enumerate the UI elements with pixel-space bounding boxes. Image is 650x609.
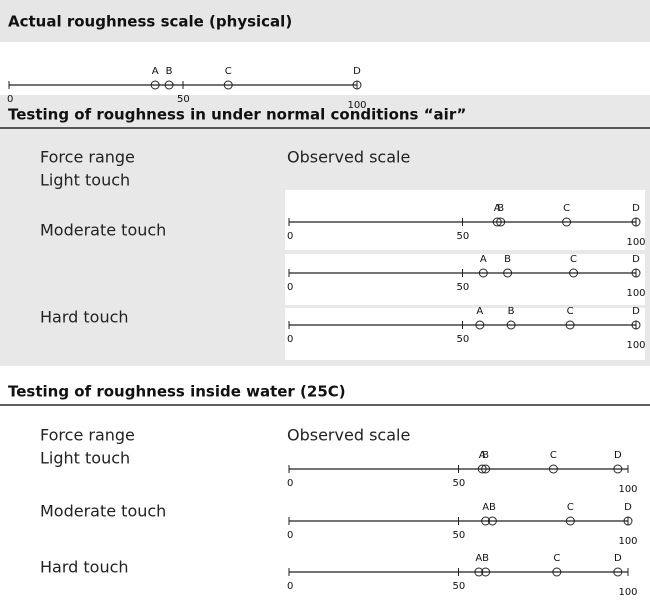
point-marker xyxy=(150,80,160,90)
point-marker xyxy=(565,516,575,526)
point-label: A xyxy=(480,254,487,265)
point-marker xyxy=(481,464,491,474)
tick-label: 0 xyxy=(287,231,293,242)
point-label: A xyxy=(476,306,483,317)
point-marker xyxy=(631,320,641,330)
scale-box xyxy=(285,254,645,305)
tick-label: 0 xyxy=(287,581,293,592)
point-marker xyxy=(487,516,497,526)
point-label: B xyxy=(497,203,504,214)
point-label: C xyxy=(225,66,232,77)
tick-label: 50 xyxy=(453,530,466,541)
point-label: C xyxy=(563,203,570,214)
tick-label: 50 xyxy=(457,231,470,242)
tick-label: 50 xyxy=(453,478,466,489)
tick-label: 0 xyxy=(287,334,293,345)
point-marker xyxy=(352,80,362,90)
column-header: Force range xyxy=(40,426,135,445)
scale-box xyxy=(285,308,645,360)
tick-label: 100 xyxy=(626,288,645,299)
point-marker xyxy=(562,217,572,227)
point-marker xyxy=(506,320,516,330)
point-marker xyxy=(631,217,641,227)
tick-label: 50 xyxy=(453,581,466,592)
point-marker xyxy=(631,268,641,278)
tick-label: 0 xyxy=(287,478,293,489)
tick-label: 100 xyxy=(618,536,637,547)
point-marker xyxy=(613,567,623,577)
point-label: D xyxy=(624,502,632,513)
point-label: D xyxy=(632,203,640,214)
point-marker xyxy=(613,464,623,474)
point-label: A xyxy=(475,553,482,564)
point-label: B xyxy=(482,450,489,461)
point-label: A xyxy=(482,502,489,513)
point-marker xyxy=(223,80,233,90)
point-marker xyxy=(477,464,487,474)
point-marker xyxy=(474,567,484,577)
point-marker xyxy=(548,464,558,474)
column-header: Observed scale xyxy=(287,426,410,445)
row-label: Light touch xyxy=(40,449,130,468)
tick-label: 50 xyxy=(457,334,470,345)
point-label: A xyxy=(494,203,501,214)
header-bar xyxy=(0,0,650,42)
point-label: B xyxy=(166,66,173,77)
tick-label: 100 xyxy=(347,100,366,111)
point-label: B xyxy=(504,254,511,265)
column-header: Observed scale xyxy=(287,148,410,167)
tick-label: 100 xyxy=(618,587,637,598)
point-marker xyxy=(475,320,485,330)
point-label: B xyxy=(508,306,515,317)
point-marker xyxy=(481,516,491,526)
tick-label: 0 xyxy=(287,282,293,293)
column-header: Force range xyxy=(40,148,135,167)
section-title: Testing of roughness in under normal con… xyxy=(8,106,466,124)
point-label: D xyxy=(614,450,622,461)
point-marker xyxy=(481,567,491,577)
point-label: C xyxy=(567,502,574,513)
tick-label: 100 xyxy=(626,237,645,248)
section-title: Actual roughness scale (physical) xyxy=(8,13,292,31)
point-label: D xyxy=(614,553,622,564)
tick-label: 50 xyxy=(177,94,190,105)
point-marker xyxy=(496,217,506,227)
point-marker xyxy=(478,268,488,278)
point-marker xyxy=(503,268,513,278)
row-label: Moderate touch xyxy=(40,502,166,521)
point-label: B xyxy=(489,502,496,513)
scale-box xyxy=(285,190,645,250)
tick-label: 0 xyxy=(7,94,13,105)
point-label: D xyxy=(632,306,640,317)
point-label: A xyxy=(479,450,486,461)
point-marker xyxy=(492,217,502,227)
point-marker xyxy=(565,320,575,330)
point-marker xyxy=(569,268,579,278)
point-label: C xyxy=(570,254,577,265)
tick-label: 100 xyxy=(618,484,637,495)
tick-label: 50 xyxy=(457,282,470,293)
point-label: C xyxy=(567,306,574,317)
point-label: D xyxy=(632,254,640,265)
point-marker xyxy=(623,516,633,526)
row-label: Moderate touch xyxy=(40,221,166,240)
point-label: C xyxy=(550,450,557,461)
point-label: A xyxy=(152,66,159,77)
point-label: D xyxy=(353,66,361,77)
row-label: Light touch xyxy=(40,171,130,190)
point-label: C xyxy=(553,553,560,564)
point-label: B xyxy=(482,553,489,564)
row-label: Hard touch xyxy=(40,308,129,327)
section-title: Testing of roughness inside water (25C) xyxy=(8,383,346,401)
point-marker xyxy=(552,567,562,577)
row-label: Hard touch xyxy=(40,558,129,577)
tick-label: 0 xyxy=(287,530,293,541)
tick-label: 100 xyxy=(626,340,645,351)
point-marker xyxy=(164,80,174,90)
